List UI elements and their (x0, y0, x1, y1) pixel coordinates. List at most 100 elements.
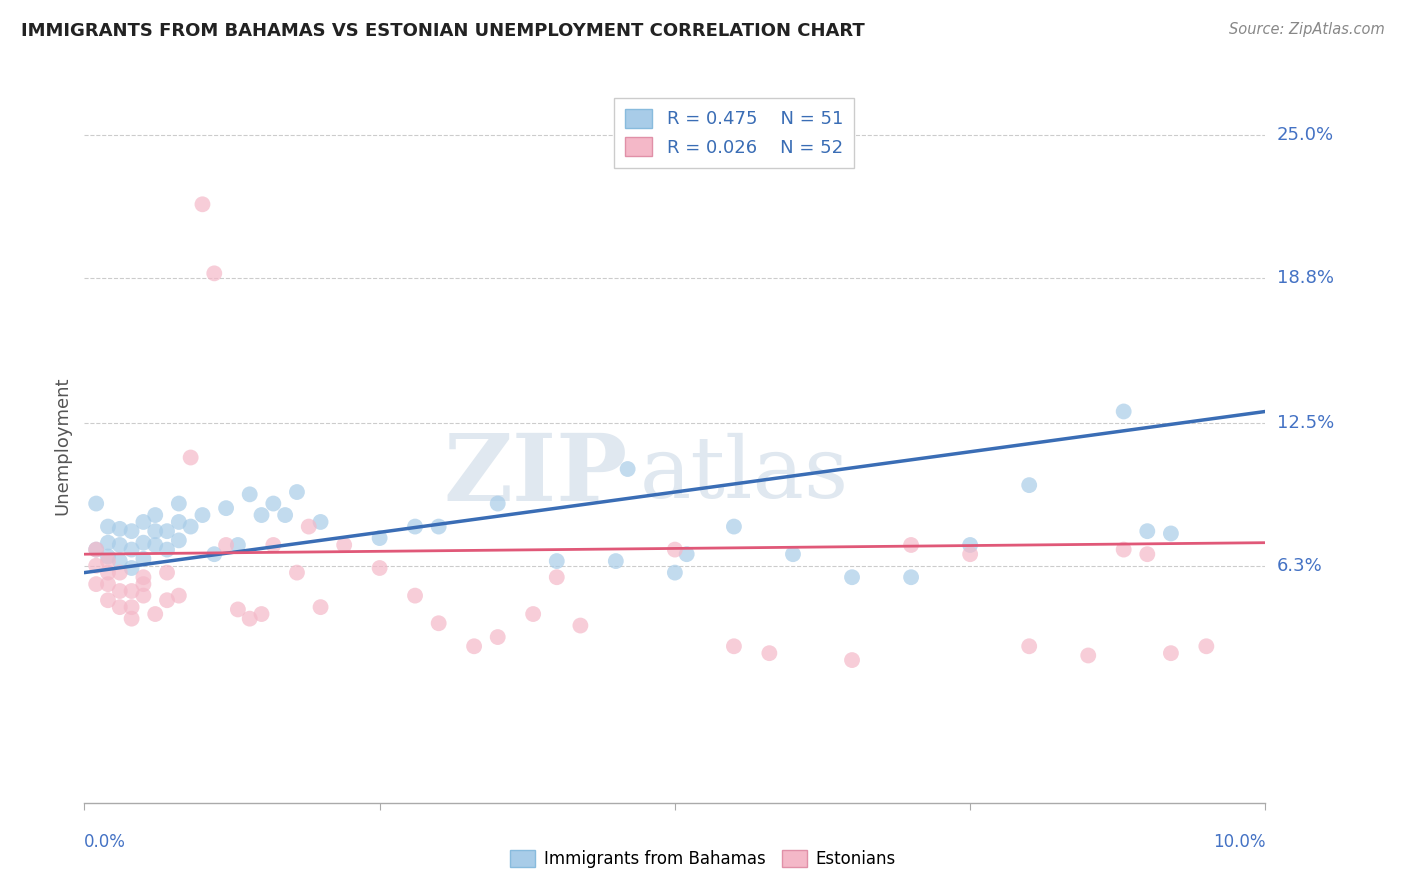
Point (239, 612, 262, 626)
Point (143, 524, 166, 538)
Point (97, 554, 120, 568)
Point (167, 497, 190, 511)
Point (108, 538, 131, 552)
Point (368, 531, 391, 545)
Point (427, 616, 450, 631)
Point (274, 508, 297, 522)
Point (758, 646, 780, 660)
Point (191, 508, 214, 522)
Point (143, 607, 166, 621)
Point (1160, 646, 1182, 660)
Legend: Immigrants from Bahamas, Estonians: Immigrants from Bahamas, Estonians (503, 843, 903, 875)
Point (132, 589, 155, 603)
Point (309, 600, 332, 615)
Point (84, 542, 107, 557)
Text: ZIP: ZIP (443, 430, 627, 519)
Point (226, 538, 249, 552)
Point (84, 558, 107, 573)
Point (167, 589, 190, 603)
Point (368, 561, 391, 575)
Point (97, 519, 120, 533)
Point (959, 547, 981, 561)
Point (121, 542, 143, 557)
Point (132, 570, 155, 584)
Point (262, 497, 284, 511)
Point (569, 618, 592, 632)
Point (84, 542, 107, 557)
Point (616, 462, 638, 476)
Point (121, 600, 143, 615)
Point (84, 577, 107, 591)
Point (239, 487, 262, 501)
Point (1018, 478, 1040, 492)
Point (427, 519, 450, 533)
Point (333, 538, 356, 552)
Legend: R = 0.475    N = 51, R = 0.026    N = 52: R = 0.475 N = 51, R = 0.026 N = 52 (614, 98, 853, 168)
Point (723, 519, 745, 533)
Point (132, 551, 155, 566)
Point (202, 266, 225, 280)
Point (97, 593, 120, 607)
Point (108, 522, 131, 536)
Point (167, 515, 190, 529)
Point (1112, 542, 1135, 557)
Point (108, 584, 131, 599)
Point (723, 640, 745, 654)
Point (121, 584, 143, 599)
Point (546, 570, 568, 584)
Text: 10.0%: 10.0% (1213, 833, 1265, 851)
Point (84, 497, 107, 511)
Point (143, 538, 166, 552)
Point (309, 515, 332, 529)
Text: 12.5%: 12.5% (1277, 414, 1334, 432)
Point (215, 501, 238, 516)
Point (486, 497, 509, 511)
Point (959, 538, 981, 552)
Point (132, 535, 155, 549)
Y-axis label: Unemployment: Unemployment (53, 376, 72, 516)
Point (404, 519, 426, 533)
Point (250, 508, 273, 522)
Point (486, 630, 509, 644)
Point (97, 549, 120, 564)
Point (108, 554, 131, 568)
Point (97, 535, 120, 549)
Point (664, 566, 686, 580)
Point (191, 197, 214, 211)
Point (180, 450, 202, 465)
Point (1077, 648, 1099, 663)
Text: 6.3%: 6.3% (1277, 557, 1322, 574)
Point (675, 547, 697, 561)
Point (298, 519, 321, 533)
Point (97, 577, 120, 591)
Point (121, 524, 143, 538)
Point (404, 589, 426, 603)
Text: Source: ZipAtlas.com: Source: ZipAtlas.com (1229, 22, 1385, 37)
Point (285, 485, 308, 500)
Point (285, 566, 308, 580)
Point (156, 593, 179, 607)
Point (841, 570, 863, 584)
Point (121, 561, 143, 575)
Point (202, 547, 225, 561)
Text: 18.8%: 18.8% (1277, 269, 1333, 287)
Text: 25.0%: 25.0% (1277, 127, 1334, 145)
Text: 0.0%: 0.0% (84, 833, 127, 851)
Point (226, 602, 249, 616)
Point (546, 554, 568, 568)
Point (250, 607, 273, 621)
Point (1018, 640, 1040, 654)
Point (180, 519, 202, 533)
Point (1136, 524, 1159, 538)
Point (900, 538, 922, 552)
Point (132, 515, 155, 529)
Point (841, 653, 863, 667)
Point (108, 566, 131, 580)
Point (1195, 640, 1218, 654)
Text: IMMIGRANTS FROM BAHAMAS VS ESTONIAN UNEMPLOYMENT CORRELATION CHART: IMMIGRANTS FROM BAHAMAS VS ESTONIAN UNEM… (21, 22, 865, 40)
Point (121, 612, 143, 626)
Point (664, 542, 686, 557)
Point (167, 533, 190, 548)
Point (108, 600, 131, 615)
Point (605, 554, 627, 568)
